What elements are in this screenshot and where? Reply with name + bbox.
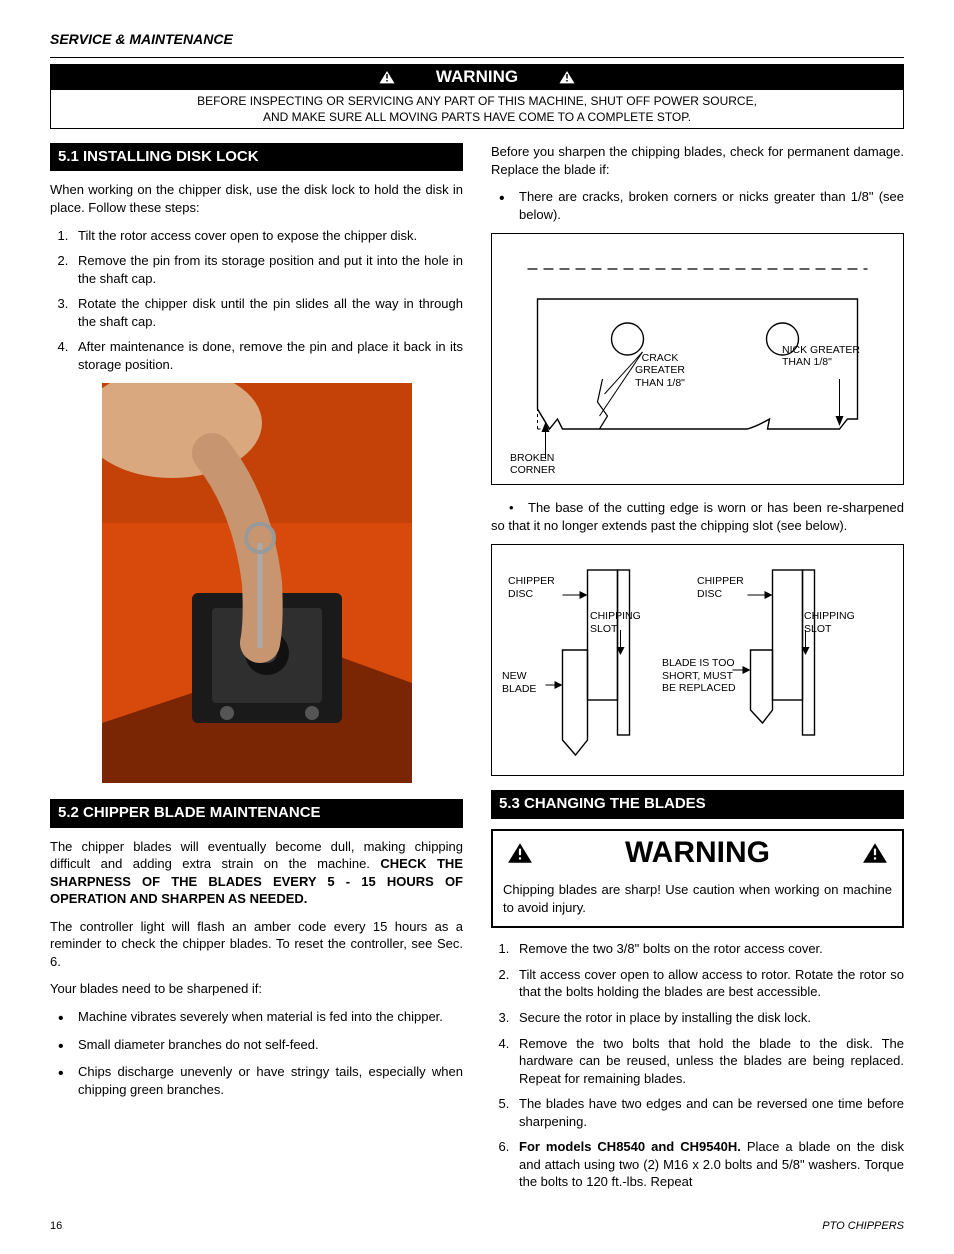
list-item: Tilt the rotor access cover open to expo… xyxy=(72,227,463,245)
s52-p1: The chipper blades will eventually becom… xyxy=(50,838,463,908)
list-item: For models CH8540 and CH9540H. Place a b… xyxy=(513,1138,904,1191)
right-bullet1: There are cracks, broken corners or nick… xyxy=(491,188,904,223)
blade-damage-diagram: CRACK GREATER THAN 1/8" NICK GREATER THA… xyxy=(491,233,904,485)
big-warning-head: WARNING xyxy=(493,831,902,876)
top-warning-title-bar: WARNING xyxy=(51,65,903,90)
list-item: Tilt access cover open to allow access t… xyxy=(513,966,904,1001)
list-item: Rotate the chipper disk until the pin sl… xyxy=(72,295,463,330)
s52-p2: The controller light will flash an amber… xyxy=(50,918,463,971)
list-item: Machine vibrates severely when material … xyxy=(50,1008,463,1026)
right-p2-text: The base of the cutting edge is worn or … xyxy=(491,500,904,533)
new-blade-label: NEW BLADE xyxy=(502,670,544,694)
big-warning-text: Chipping blades are sharp! Use caution w… xyxy=(493,875,902,926)
warning-triangle-icon xyxy=(862,842,888,864)
list-item: Remove the two bolts that hold the blade… xyxy=(513,1035,904,1088)
list-item: Secure the rotor in place by installing … xyxy=(513,1009,904,1027)
section-5-3-title: 5.3 CHANGING THE BLADES xyxy=(491,790,904,818)
list-item: Remove the pin from its storage position… xyxy=(72,252,463,287)
list-item: The blades have two edges and can be rev… xyxy=(513,1095,904,1130)
page-number: 16 xyxy=(50,1219,62,1234)
slot-label-left: CHIPPING SLOT xyxy=(590,610,652,634)
right-column: Before you sharpen the chipping blades, … xyxy=(491,143,904,1201)
doc-title-footer: PTO CHIPPERS xyxy=(822,1219,904,1234)
s53-steps: Remove the two 3/8" bolts on the rotor a… xyxy=(491,940,904,1191)
header-rule xyxy=(50,57,904,58)
top-warning-line1: BEFORE INSPECTING OR SERVICING ANY PART … xyxy=(197,94,757,108)
big-warning-box: WARNING Chipping blades are sharp! Use c… xyxy=(491,829,904,929)
disc-label-left: CHIPPER DISC xyxy=(508,575,568,599)
top-warning-text: BEFORE INSPECTING OR SERVICING ANY PART … xyxy=(51,90,903,128)
big-warning-title: WARNING xyxy=(625,833,770,874)
list-item: Chips discharge unevenly or have stringy… xyxy=(50,1063,463,1098)
s53-step6-bold: For models CH8540 and CH9540H. xyxy=(519,1139,741,1154)
top-warning-banner: WARNING BEFORE INSPECTING OR SERVICING A… xyxy=(50,64,904,129)
s52-bullets: Machine vibrates severely when material … xyxy=(50,1008,463,1098)
warning-triangle-icon xyxy=(378,69,396,85)
page-footer: 16 PTO CHIPPERS xyxy=(50,1219,904,1234)
s51-intro: When working on the chipper disk, use th… xyxy=(50,181,463,216)
blade-wear-diagram: CHIPPER DISC CHIPPING SLOT NEW BLADE CHI… xyxy=(491,544,904,776)
top-warning-line2: AND MAKE SURE ALL MOVING PARTS HAVE COME… xyxy=(263,110,691,124)
nick-label: NICK GREATER THAN 1/8" xyxy=(782,344,882,368)
list-item: Remove the two 3/8" bolts on the rotor a… xyxy=(513,940,904,958)
broken-corner-label: BROKEN CORNER xyxy=(510,452,580,476)
top-warning-title: WARNING xyxy=(436,66,518,89)
list-item: Small diameter branches do not self-feed… xyxy=(50,1036,463,1054)
list-item: There are cracks, broken corners or nick… xyxy=(491,188,904,223)
page-header: SERVICE & MAINTENANCE xyxy=(50,30,904,49)
section-5-2-title: 5.2 CHIPPER BLADE MAINTENANCE xyxy=(50,799,463,827)
s51-steps: Tilt the rotor access cover open to expo… xyxy=(50,227,463,374)
right-p1: Before you sharpen the chipping blades, … xyxy=(491,143,904,178)
warning-triangle-icon xyxy=(507,842,533,864)
crack-label: CRACK GREATER THAN 1/8" xyxy=(620,352,700,388)
slot-label-right: CHIPPING SLOT xyxy=(804,610,866,634)
disk-lock-photo xyxy=(102,383,412,783)
list-item: After maintenance is done, remove the pi… xyxy=(72,338,463,373)
short-blade-label: BLADE IS TOO SHORT, MUST BE REPLACED xyxy=(662,657,740,693)
right-p2: • The base of the cutting edge is worn o… xyxy=(491,499,904,534)
left-column: 5.1 INSTALLING DISK LOCK When working on… xyxy=(50,143,463,1201)
disc-label-right: CHIPPER DISC xyxy=(697,575,757,599)
s52-p3: Your blades need to be sharpened if: xyxy=(50,980,463,998)
warning-triangle-icon xyxy=(558,69,576,85)
section-5-1-title: 5.1 INSTALLING DISK LOCK xyxy=(50,143,463,171)
